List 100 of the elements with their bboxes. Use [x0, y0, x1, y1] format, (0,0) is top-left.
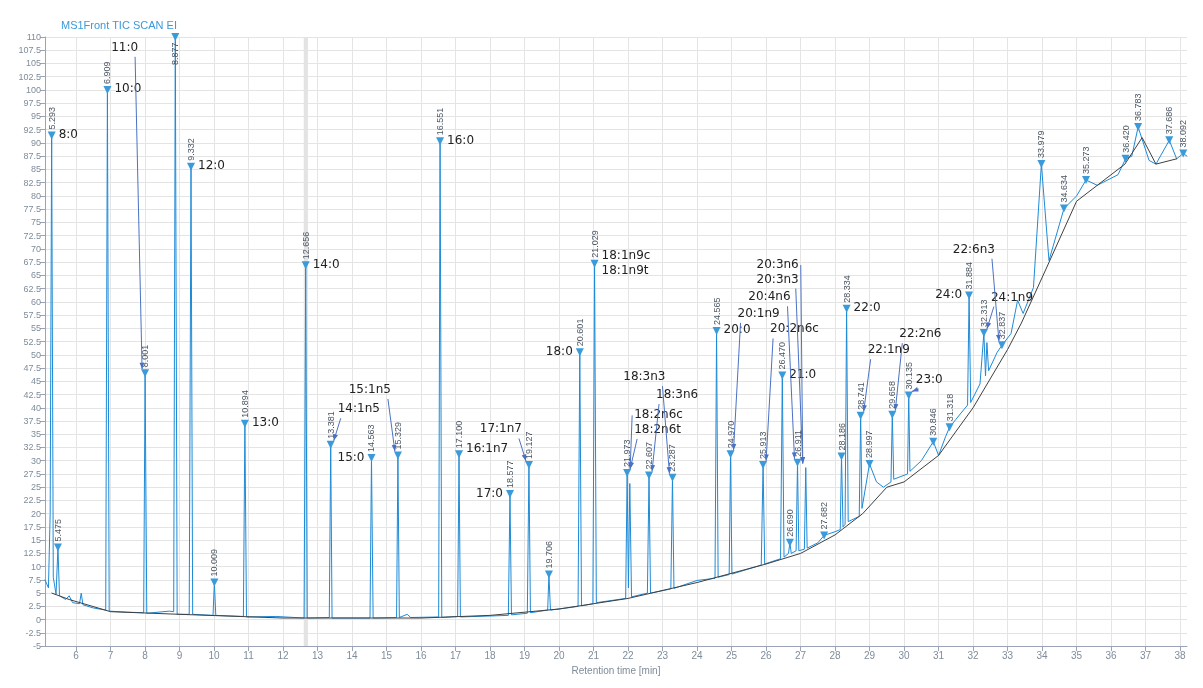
y-tick-label: 80	[30, 190, 41, 201]
x-tick-label: 16	[415, 649, 428, 661]
annotation: 31.884	[964, 261, 975, 290]
annotation: 18:0	[545, 343, 573, 358]
x-tick-label: 12	[277, 649, 290, 661]
annotation: 18:3n6	[656, 387, 699, 402]
annotation: 20:3n6	[756, 256, 799, 271]
x-tick-label: 38	[1174, 649, 1187, 661]
point	[712, 326, 721, 335]
y-tick-label: 110	[26, 32, 41, 42]
annotation: 15:0	[337, 449, 365, 464]
x-tick-label: 22	[622, 649, 635, 661]
y-tick-label: 5	[35, 588, 41, 599]
y-tick-label: 37.5	[23, 416, 41, 426]
x-tick-label: 25	[726, 649, 738, 661]
y-tick-label: 35	[30, 429, 41, 440]
y-tick-label: 55	[30, 323, 41, 334]
point	[979, 329, 988, 338]
annotation: 17:1n7	[479, 421, 522, 436]
x-tick-label: 20	[553, 649, 566, 661]
annotation: 31.318	[944, 393, 955, 422]
annotation: 22:2n6	[899, 326, 942, 341]
y-tick-label: -5	[32, 641, 41, 652]
point	[1134, 123, 1143, 132]
y-tick-label: 32.5	[23, 442, 41, 453]
x-tick-label: 27	[795, 649, 807, 661]
x-tick-label: 24	[691, 649, 704, 661]
x-tick-label: 37	[1140, 649, 1152, 661]
point	[785, 538, 794, 547]
point	[820, 531, 829, 540]
x-tick-label: 26	[760, 649, 773, 661]
annotation: 20.601	[574, 318, 585, 347]
point	[668, 473, 677, 482]
y-tick-label: 57.5	[23, 310, 41, 321]
x-tick-label: 14	[346, 649, 359, 661]
annotation: 22:1n9	[867, 342, 910, 357]
y-tick-label: 75	[30, 217, 41, 228]
x-tick-label: 33	[1002, 649, 1014, 661]
y-tick-label: 77.5	[23, 204, 41, 215]
annotation: 24:0	[935, 286, 963, 301]
annotation: 25.913	[758, 431, 769, 459]
point	[1059, 204, 1068, 213]
y-tick-label: 47.5	[23, 363, 41, 374]
y-tick-label: 20	[30, 508, 41, 519]
point	[1121, 154, 1130, 163]
x-tick-label: 32	[967, 649, 980, 661]
y-tick-label: 92.5	[23, 124, 41, 135]
annotation: 34.634	[1058, 175, 1069, 203]
x-tick-label: 19	[519, 649, 531, 661]
point	[945, 423, 954, 432]
point	[103, 85, 112, 94]
y-tick-label: 65	[30, 270, 41, 281]
annotation: 10.894	[239, 390, 250, 418]
point	[842, 304, 851, 313]
point	[455, 450, 464, 459]
annotation: 37.686	[1164, 106, 1175, 135]
chart-title: MS1Front TIC SCAN EI	[61, 18, 177, 31]
point	[187, 162, 196, 171]
point	[837, 452, 846, 461]
y-tick-label: 87.5	[23, 151, 41, 162]
annotation: 26.470	[777, 341, 788, 370]
annotation: 16.551	[435, 107, 446, 136]
y-tick-label: 17.5	[23, 521, 41, 532]
annotation: 21.029	[589, 230, 600, 258]
x-tick-label: 17	[450, 649, 462, 661]
y-tick-label: 52.5	[23, 336, 41, 347]
annotation: 18:1n9t	[601, 262, 649, 277]
point	[171, 33, 180, 41]
point	[575, 348, 584, 357]
annotation: 16:1n7	[466, 440, 509, 455]
annotation: 22:0	[853, 300, 881, 315]
annotation: 28.997	[864, 430, 875, 458]
annotation: 26.690	[784, 509, 795, 537]
annotation: 23:0	[915, 372, 943, 387]
annotation: 8:0	[58, 127, 78, 142]
annotation: 11:0	[111, 39, 139, 54]
point	[759, 460, 768, 469]
x-tick-label: 23	[657, 649, 669, 661]
y-tick-label: 70	[30, 243, 41, 254]
point	[393, 451, 402, 460]
annotation: 16:0	[447, 132, 475, 147]
annotation: 14.563	[366, 424, 377, 453]
point	[726, 450, 735, 459]
annotation: 36.783	[1133, 93, 1144, 122]
annotation: 18.577	[504, 460, 515, 489]
y-tick-label: 85	[30, 164, 41, 175]
point	[301, 261, 310, 270]
y-tick-label: 105	[25, 58, 41, 69]
x-tick-label: 31	[933, 649, 945, 661]
annotation: 17:0	[476, 485, 503, 500]
x-tick-label: 35	[1071, 649, 1083, 661]
point	[1037, 160, 1046, 169]
point	[793, 458, 802, 467]
annotation: 14:0	[312, 256, 340, 271]
annotation: 22.607	[644, 442, 655, 470]
x-tick-label: 13	[312, 649, 324, 661]
x-tick-label: 9	[176, 649, 183, 661]
annotation: 10:0	[114, 81, 142, 96]
annotation: 20:0	[723, 322, 751, 337]
annotation: 19.706	[543, 541, 554, 569]
